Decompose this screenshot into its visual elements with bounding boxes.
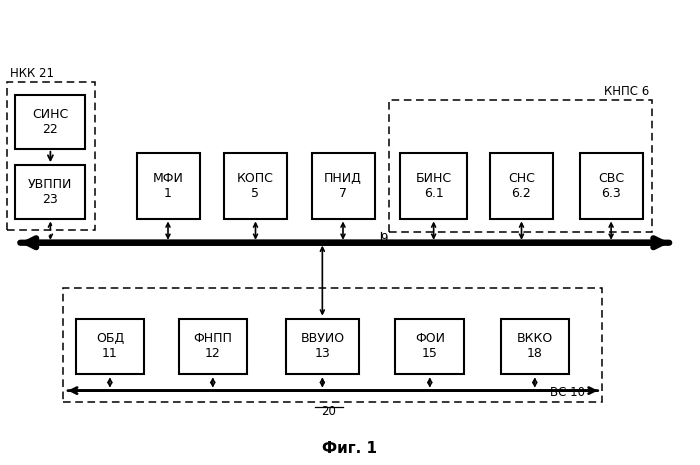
Text: Фиг. 1: Фиг. 1 <box>323 441 377 456</box>
Bar <box>7 82 94 230</box>
Bar <box>490 153 553 219</box>
Bar <box>136 153 199 219</box>
Text: БИНС
6.1: БИНС 6.1 <box>416 172 452 200</box>
Bar <box>286 319 359 374</box>
Text: ФОИ
15: ФОИ 15 <box>415 332 444 360</box>
Text: ВККО
18: ВККО 18 <box>517 332 553 360</box>
Text: УВППИ
23: УВППИ 23 <box>28 178 73 206</box>
Bar <box>312 153 374 219</box>
Text: ФНПП
12: ФНПП 12 <box>193 332 232 360</box>
Text: ВС 10: ВС 10 <box>550 386 584 399</box>
Text: ПНИД
7: ПНИД 7 <box>324 172 362 200</box>
Text: СИНС
22: СИНС 22 <box>32 108 69 136</box>
Text: 20: 20 <box>321 405 337 418</box>
Bar <box>178 319 247 374</box>
Bar <box>76 319 144 374</box>
Bar <box>15 165 85 219</box>
Bar <box>15 95 85 149</box>
Text: МФИ
1: МФИ 1 <box>153 172 183 200</box>
Bar <box>500 319 569 374</box>
Bar <box>400 153 467 219</box>
Text: ВВУИО
13: ВВУИО 13 <box>300 332 344 360</box>
Text: 9: 9 <box>380 232 388 245</box>
Bar <box>389 100 652 232</box>
Text: КНПС 6: КНПС 6 <box>604 85 650 98</box>
Text: НКК 21: НКК 21 <box>10 67 55 80</box>
Text: СВС
6.3: СВС 6.3 <box>598 172 624 200</box>
Bar <box>63 288 602 402</box>
Bar <box>395 319 464 374</box>
Text: СНС
6.2: СНС 6.2 <box>508 172 535 200</box>
Text: ОБД
11: ОБД 11 <box>96 332 124 360</box>
Bar <box>580 153 643 219</box>
Bar <box>224 153 287 219</box>
Text: КОПС
5: КОПС 5 <box>237 172 274 200</box>
